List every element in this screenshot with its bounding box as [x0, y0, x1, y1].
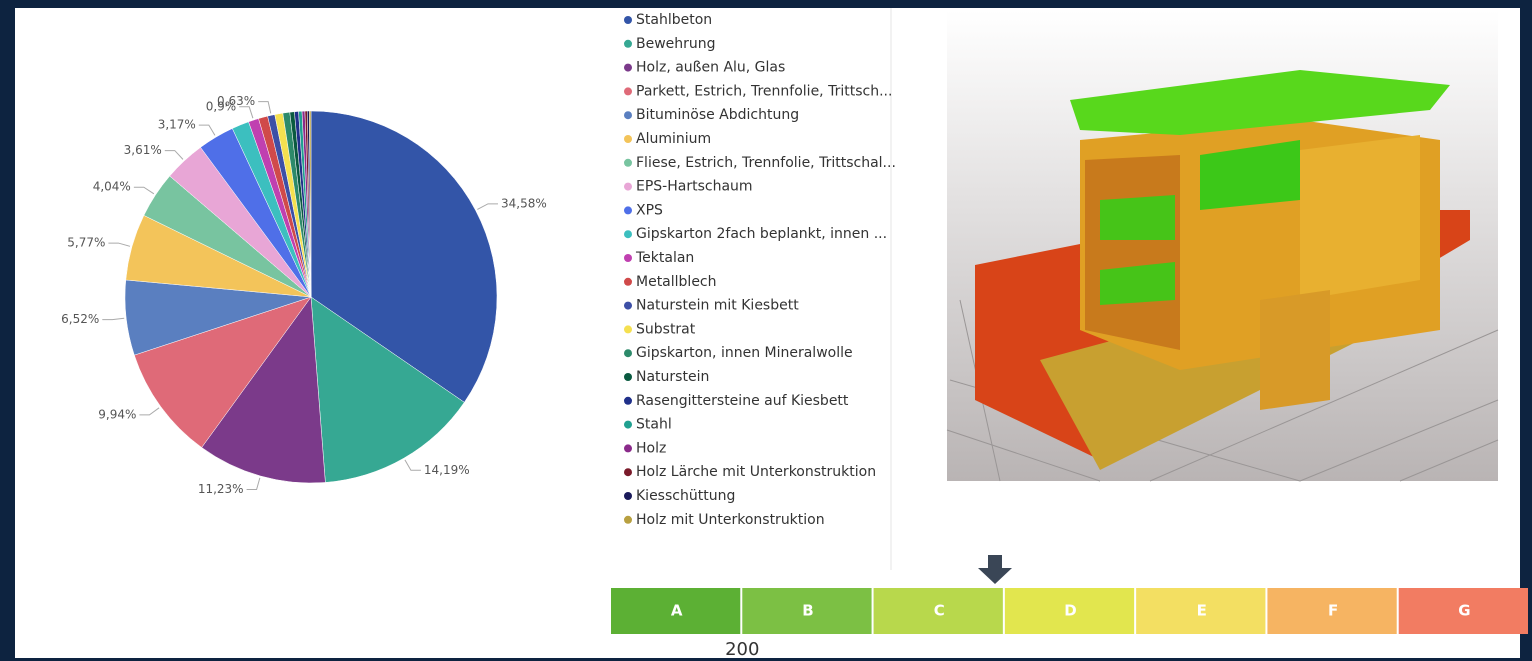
legend-label: Gipskarton, innen Mineralwolle: [636, 345, 853, 361]
legend-marker: [624, 349, 632, 357]
pie-value-label: 3,17%: [158, 118, 196, 132]
legend-label: Rasengittersteine auf Kiesbett: [636, 393, 849, 409]
legend-label: Bewehrung: [636, 36, 716, 52]
legend-label: Naturstein mit Kiesbett: [636, 298, 799, 314]
legend-label: Holz, außen Alu, Glas: [636, 60, 785, 76]
legend-marker: [624, 159, 632, 167]
legend-marker: [624, 183, 632, 191]
rating-class-label: B: [802, 602, 813, 620]
legend-marker: [624, 325, 632, 333]
legend-marker: [624, 278, 632, 286]
legend-label: XPS: [636, 202, 663, 218]
legend-marker: [624, 111, 632, 119]
page: {"chart_data": {"type": "pie", "categori…: [0, 0, 1532, 661]
screen: 34,58% 14,19% 11,23% 9,94% 6,52% 5,77% 4,04% 3,…: [0, 0, 1532, 661]
legend-marker: [624, 40, 632, 48]
pie-value-label: 3,61%: [124, 143, 162, 157]
legend-marker: [624, 397, 632, 405]
legend-marker: [624, 516, 632, 524]
rating-class-label: E: [1197, 602, 1207, 620]
legend-marker: [624, 206, 632, 214]
pie-value-label: 14,19%: [424, 463, 470, 477]
legend-label: Naturstein: [636, 369, 709, 385]
legend-label: Tektalan: [635, 250, 694, 266]
legend-marker: [624, 444, 632, 452]
pie-value-label: 11,23%: [198, 482, 244, 496]
rating-class-label: G: [1458, 602, 1470, 620]
legend-marker: [624, 468, 632, 476]
pie-value-label: 4,04%: [93, 180, 131, 194]
legend-marker: [624, 16, 632, 24]
rating-class-label: D: [1064, 602, 1076, 620]
legend-label: Holz Lärche mit Unterkonstruktion: [636, 464, 876, 480]
pie-value-label: 6,52%: [61, 312, 99, 326]
legend-label: Stahl: [636, 417, 672, 433]
rating-value: 200: [725, 639, 759, 660]
rating-class-label: C: [934, 602, 945, 620]
legend-label: Gipskarton 2fach beplankt, innen ...: [636, 226, 887, 242]
rating-class-label: F: [1328, 602, 1338, 620]
model-view: [947, 10, 1498, 481]
legend-label: Fliese, Estrich, Trennfolie, Trittschal.…: [636, 155, 896, 171]
legend-label: Stahlbeton: [636, 12, 712, 28]
legend-label: Holz mit Unterkonstruktion: [636, 512, 825, 528]
legend-label: Substrat: [636, 321, 696, 337]
legend-marker: [624, 64, 632, 72]
pie-value-label: 0,63%: [217, 94, 255, 108]
pie-value-label: 5,77%: [67, 236, 105, 250]
legend-marker: [624, 492, 632, 500]
legend-marker: [624, 230, 632, 238]
legend-label: Metallblech: [636, 274, 717, 290]
legend-marker: [624, 421, 632, 429]
legend-marker: [624, 254, 632, 262]
pie-value-label: 34,58%: [501, 196, 547, 210]
legend-label: Parkett, Estrich, Trennfolie, Trittsch..…: [636, 83, 892, 99]
legend-label: Holz: [636, 440, 666, 456]
legend-marker: [624, 87, 632, 95]
legend-marker: [624, 135, 632, 143]
legend-marker: [624, 373, 632, 381]
legend-label: Kiesschüttung: [636, 488, 735, 504]
pie-value-label: 9,94%: [98, 407, 136, 421]
legend-label: EPS-Hartschaum: [636, 179, 753, 195]
legend-marker: [624, 302, 632, 310]
rating-class-label: A: [671, 602, 683, 620]
legend-label: Bituminöse Abdichtung: [636, 107, 799, 123]
legend-label: Aluminium: [636, 131, 711, 147]
